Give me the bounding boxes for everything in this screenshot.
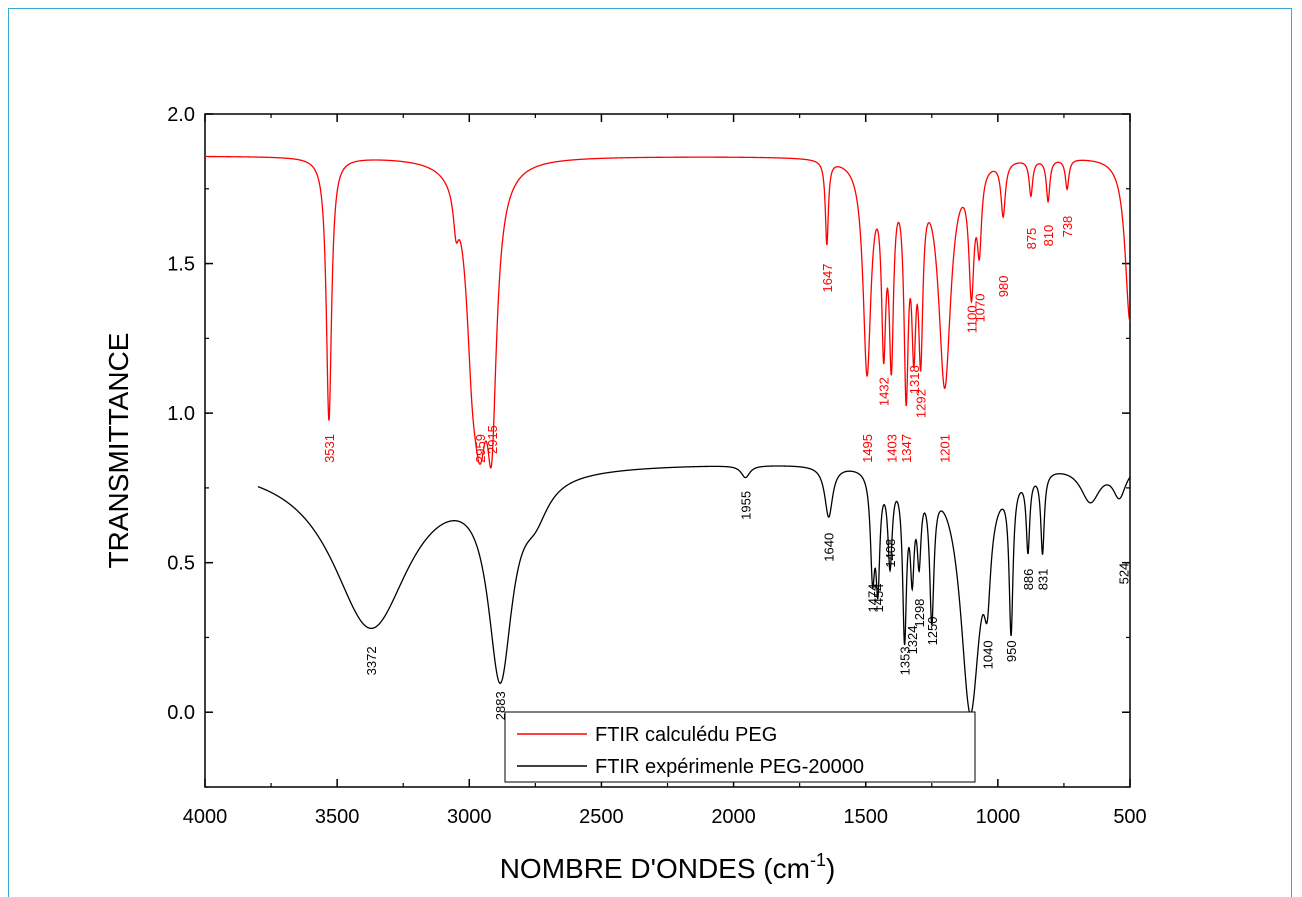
peak-label-calc: 1070	[972, 294, 987, 323]
peak-label-exp: 1955	[739, 491, 754, 520]
peak-label-exp: 1408	[883, 539, 898, 568]
peak-label-exp: 1474	[866, 584, 881, 613]
peak-label-calc: 1292	[914, 389, 929, 418]
figure-frame	[8, 8, 1292, 897]
x-axis-title-close: )	[826, 853, 835, 884]
y-axis-title: TRANSMITTANCE	[103, 333, 134, 569]
legend-box	[504, 711, 976, 783]
peak-label-calc: 2959	[473, 434, 488, 463]
x-tick-label: 1500	[843, 806, 888, 828]
peak-label-calc: 980	[996, 276, 1011, 298]
peak-label-exp: 3372	[364, 646, 379, 675]
peak-label-exp: 950	[1004, 640, 1019, 662]
peak-label-calc: 1495	[860, 434, 875, 463]
peak-label-calc: 738	[1060, 216, 1075, 238]
series-layer	[204, 155, 1131, 715]
x-tick-label: 2000	[711, 806, 756, 828]
legend-label-calc: FTIR calculédu PEG	[595, 724, 777, 746]
peak-label-calc: 3531	[322, 434, 337, 463]
peak-label-calc: 1318	[907, 365, 922, 394]
series-line-exp	[257, 465, 1131, 715]
x-tick-label: 2500	[579, 806, 624, 828]
x-axis-title-main: NOMBRE D'ONDES (cm	[500, 853, 810, 884]
y-tick-label: 2.0	[167, 104, 195, 126]
x-tick-label: 4000	[183, 806, 228, 828]
x-tick-label: 500	[1113, 806, 1146, 828]
peak-label-calc: 1432	[877, 377, 892, 406]
peak-label-calc: 1100	[964, 305, 979, 333]
x-tick-label: 3000	[447, 806, 492, 828]
plot-area	[204, 113, 1131, 788]
y-tick-label: 0.0	[167, 702, 195, 724]
peak-label-calc: 1647	[820, 264, 835, 293]
peak-label-exp: 1640	[822, 533, 837, 562]
peak-label-exp: 1250	[925, 617, 940, 646]
series-line-calc	[204, 155, 1131, 469]
y-tick-label: 0.5	[167, 553, 195, 575]
peak-label-calc: 875	[1024, 228, 1039, 250]
peak-label-exp: 886	[1021, 569, 1036, 591]
peak-label-exp: 524	[1117, 563, 1132, 585]
peak-label-calc: 1403	[884, 434, 899, 463]
plot-frame	[204, 113, 1131, 788]
x-axis-title: NOMBRE D'ONDES (cm-1)	[500, 850, 836, 884]
peak-label-calc: 1347	[899, 434, 914, 463]
x-tick-label: 1000	[976, 806, 1021, 828]
legend: FTIR calculédu PEG FTIR expérimenle PEG-…	[504, 711, 976, 783]
peak-label-exp: 1454	[871, 584, 886, 613]
peak-label-calc: 1201	[938, 434, 953, 463]
peak-label-exp: 1324	[905, 626, 920, 655]
legend-label-exp: FTIR expérimenle PEG-20000	[595, 756, 864, 778]
peak-label-exp: 1040	[980, 640, 995, 669]
peak-label-exp: 1298	[912, 599, 927, 628]
axis-ticks: 4000 3500 3000 2500 2000 1500 1000 500 0.0 0.5 1.0…	[167, 104, 1147, 828]
y-tick-label: 1.5	[167, 254, 195, 276]
peak-label-calc: 2915	[485, 425, 500, 454]
peak-label-calc: 810	[1041, 225, 1056, 247]
y-tick-label: 1.0	[167, 403, 195, 425]
peak-label-exp: 2883	[493, 691, 508, 720]
peak-label-exp: 1353	[898, 646, 913, 675]
x-tick-label: 3500	[315, 806, 360, 828]
x-axis-title-sup: -1	[810, 850, 826, 870]
peak-label-exp: 831	[1036, 569, 1051, 591]
